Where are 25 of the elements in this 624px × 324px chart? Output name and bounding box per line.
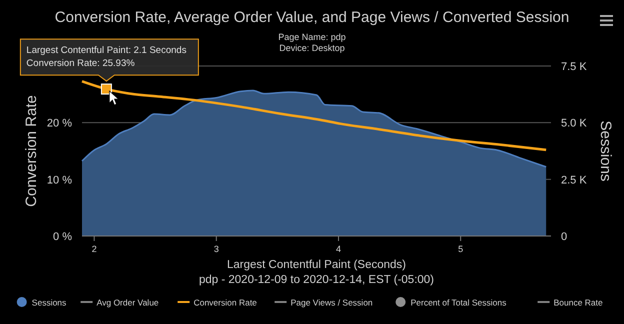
y-tick-label: 10 % <box>46 174 72 186</box>
x-tick-label: 3 <box>214 244 219 254</box>
y2-axis-title: Sessions <box>597 120 614 182</box>
legend-label: Avg Order Value <box>96 298 159 308</box>
legend-label: Percent of Total Sessions <box>410 298 506 308</box>
y2-tick-label: 5.0 K <box>561 118 588 130</box>
y2-tick-label: 7.5 K <box>561 61 588 73</box>
x-tick-label: 4 <box>336 244 341 254</box>
chart-title: Conversion Rate, Average Order Value, and Page Views / Converted Session <box>54 9 570 26</box>
legend-label: Bounce Rate <box>554 298 604 308</box>
y-axis-title: Conversion Rate <box>23 95 40 207</box>
chart-subtitle: Page Name: pdp Device: Desktop <box>278 32 346 53</box>
y-tick-label: 20 % <box>46 118 72 130</box>
x-tick-label: 2 <box>92 244 97 254</box>
x-tick-label: 5 <box>458 244 464 254</box>
annotation: Largest Contentful Paint: 2.1 Seconds Conversion Rate: 25.93% <box>26 45 187 70</box>
y-tick-label: 0 % <box>53 231 72 243</box>
legend-label: Sessions <box>32 298 66 308</box>
legend-label: Page Views / Session <box>290 298 373 308</box>
y2-tick-label: 0 <box>561 231 568 243</box>
text: pdp - 2020-12-09 to 2020-12-14, EST (-05:00) <box>198 274 434 286</box>
legend-label: Conversion Rate <box>194 298 258 308</box>
line-series <box>80 80 548 152</box>
y2-tick-label: 2.5 K <box>561 174 588 186</box>
x-axis-title: Largest Contentful Paint (Seconds) <box>227 259 406 271</box>
